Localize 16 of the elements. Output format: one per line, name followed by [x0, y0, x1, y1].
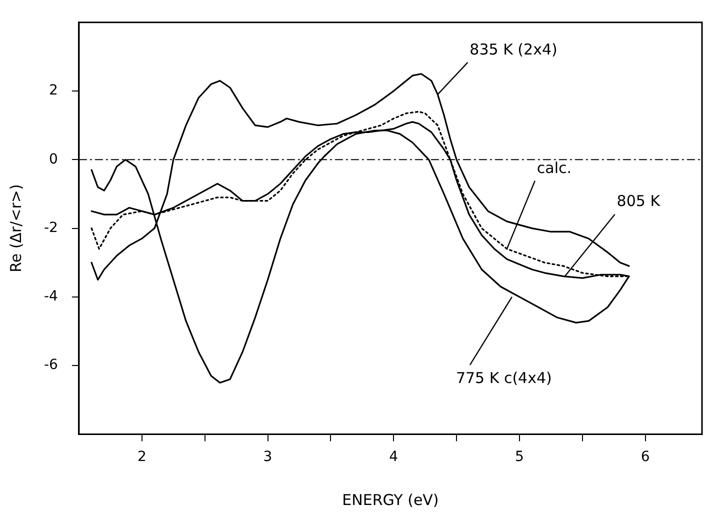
- x-axis-title: ENERGY (eV): [342, 490, 439, 509]
- annotation: calc.: [536, 158, 572, 177]
- x-tick-label: 3: [263, 449, 272, 466]
- annotation: 775 K c(4x4): [456, 368, 552, 387]
- x-tick-label: 4: [389, 449, 398, 466]
- y-tick-label: -4: [44, 288, 58, 305]
- annotation: 835 K (2x4): [470, 40, 558, 58]
- y-tick-label: 0: [49, 151, 58, 168]
- x-tick-label: 2: [137, 449, 146, 466]
- y-axis-title: Re (Δr/<r>): [6, 184, 25, 272]
- y-tick-label: -2: [44, 220, 58, 236]
- y-tick-label: -6: [44, 357, 58, 374]
- x-tick-label: 5: [515, 449, 524, 466]
- y-tick-label: 2: [49, 82, 58, 99]
- x-tick-label: 6: [640, 449, 650, 466]
- annotation: 805 K: [616, 192, 662, 210]
